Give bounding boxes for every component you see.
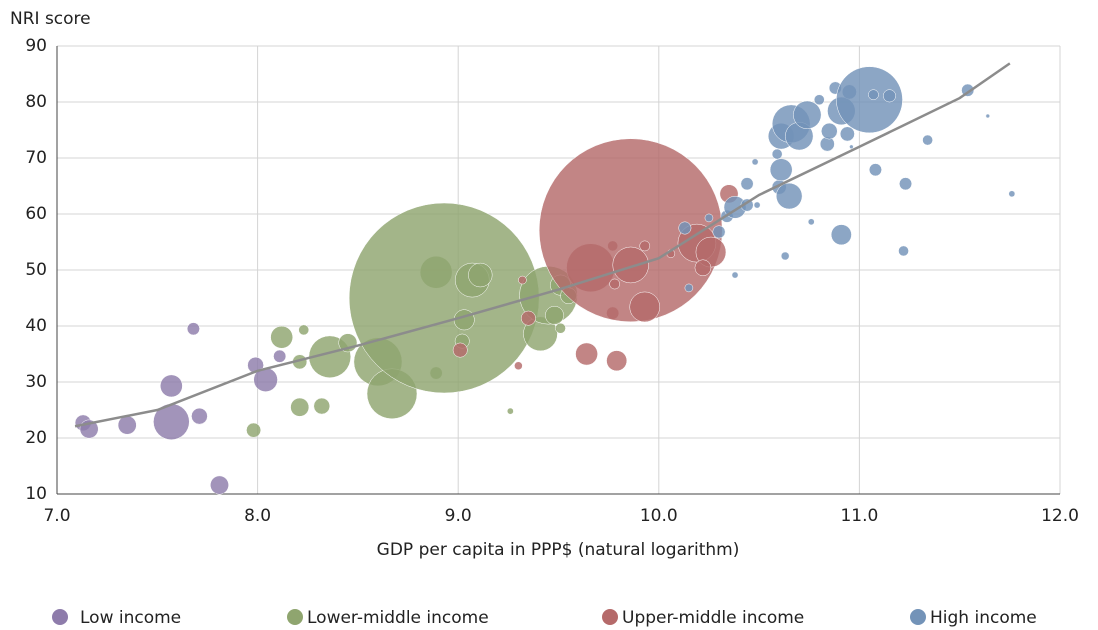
- bubble: [704, 213, 714, 223]
- bubble: [270, 325, 293, 349]
- bubble: [298, 324, 310, 336]
- bubble: [849, 144, 854, 150]
- bubble: [830, 224, 852, 246]
- bubble: [813, 94, 825, 106]
- legend-label: Upper-middle income: [622, 608, 804, 628]
- legend-label: Low income: [80, 608, 181, 628]
- bubble: [629, 291, 661, 323]
- bubble: [639, 240, 651, 252]
- y-tick-label: 10: [25, 484, 47, 504]
- y-tick-label: 40: [25, 316, 47, 336]
- y-tick-label: 60: [25, 204, 47, 224]
- legend-label: Lower-middle income: [307, 608, 489, 628]
- bubble: [740, 177, 754, 191]
- x-tick-label: 9.0: [445, 506, 472, 526]
- bubble: [514, 361, 523, 371]
- bubble: [922, 134, 933, 146]
- bubble: [518, 275, 527, 285]
- legend-marker: [910, 609, 926, 625]
- bubble: [694, 259, 712, 277]
- y-axis-label: NRI score: [10, 9, 91, 29]
- bubble: [839, 126, 855, 142]
- bubble: [520, 310, 536, 326]
- bubble: [160, 374, 183, 398]
- x-tick-label: 12.0: [1041, 506, 1079, 526]
- bubble: [313, 397, 331, 415]
- legend-marker: [602, 609, 618, 625]
- bubble: [290, 397, 310, 417]
- bubble: [191, 407, 208, 425]
- bubble: [775, 182, 803, 210]
- x-tick-label: 11.0: [840, 506, 878, 526]
- bubble: [117, 415, 137, 435]
- legend-label: High income: [930, 608, 1037, 628]
- x-tick-label: 10.0: [640, 506, 678, 526]
- bubble: [731, 271, 739, 279]
- bubble: [899, 177, 913, 191]
- bubble: [555, 322, 566, 334]
- bubble: [868, 89, 879, 101]
- bubble: [452, 342, 468, 358]
- trend-line: [74, 62, 1011, 428]
- bubble: [807, 218, 815, 226]
- bubble: [1008, 190, 1016, 198]
- bubble: [273, 349, 287, 363]
- x-tick-label: 7.0: [43, 506, 70, 526]
- bubble: [868, 163, 882, 177]
- y-tick-label: 80: [25, 92, 47, 112]
- bubble: [606, 350, 628, 372]
- bubble: [821, 122, 838, 140]
- legend-marker: [52, 609, 68, 625]
- y-tick-label: 20: [25, 428, 47, 448]
- bubble: [506, 407, 514, 415]
- bubble: [751, 158, 759, 166]
- bubble: [780, 251, 790, 261]
- bubble: [678, 221, 692, 235]
- y-tick-label: 30: [25, 372, 47, 392]
- y-tick-label: 50: [25, 260, 47, 280]
- bubble: [545, 305, 564, 325]
- bubble: [609, 278, 620, 290]
- bubble: [769, 158, 793, 182]
- bubble: [898, 245, 909, 257]
- bubble: [186, 322, 200, 336]
- bubble: [612, 246, 649, 284]
- bubble: [468, 262, 493, 288]
- y-tick-label: 70: [25, 148, 47, 168]
- bubble: [684, 283, 694, 293]
- bubble: [246, 422, 262, 438]
- x-axis-label: GDP per capita in PPP$ (natural logarith…: [377, 540, 740, 560]
- bubble: [712, 225, 726, 239]
- bubble: [453, 309, 475, 331]
- y-tick-label: 90: [25, 36, 47, 56]
- bubble: [575, 342, 598, 366]
- bubble: [793, 100, 822, 130]
- bubble: [836, 66, 903, 134]
- bubble: [985, 113, 991, 119]
- bubble: [348, 202, 540, 394]
- legend-marker: [287, 609, 303, 625]
- bubble: [210, 475, 229, 495]
- bubble: [753, 201, 761, 209]
- x-tick-label: 8.0: [244, 506, 271, 526]
- bubble: [883, 89, 896, 103]
- bubble: [771, 148, 783, 160]
